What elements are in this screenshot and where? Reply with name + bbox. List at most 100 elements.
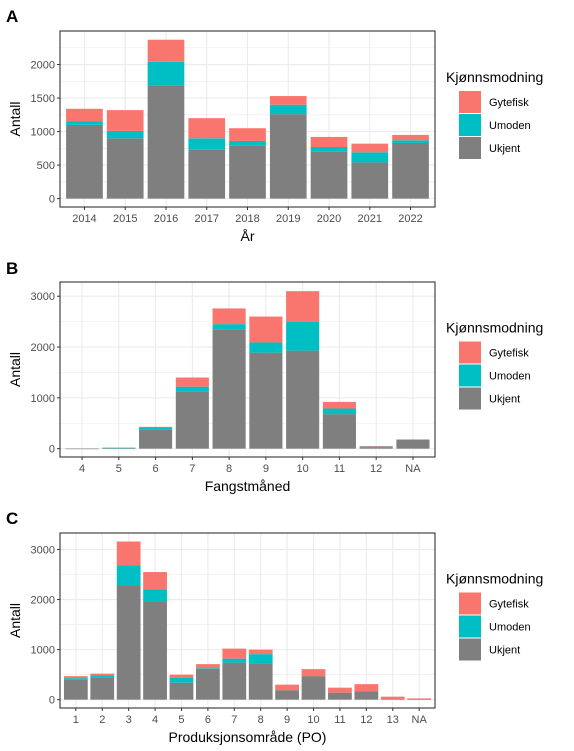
x-tick-label: 4 xyxy=(79,463,85,475)
x-tick-label: 9 xyxy=(263,463,269,475)
bar-segment-ukjent xyxy=(143,601,167,700)
bar-segment-ukjent xyxy=(407,698,432,700)
bar-segment-umoden xyxy=(169,677,194,683)
x-tick-label: 2017 xyxy=(194,213,218,225)
bar-segment-gytefisk xyxy=(229,128,266,141)
x-tick-label: 11 xyxy=(334,463,345,475)
x-tick-label: 11 xyxy=(334,714,345,726)
bar-segment-umoden xyxy=(222,658,247,663)
bar-segment-umoden xyxy=(106,130,144,139)
bar-segment-gytefisk xyxy=(380,696,405,700)
plot-border xyxy=(59,532,436,709)
legend-label: Ukjent xyxy=(489,143,520,155)
bar-segment-gytefisk xyxy=(249,316,283,343)
bar-segment-gytefisk xyxy=(175,377,209,387)
bar-segment-ukjent xyxy=(322,414,356,449)
x-tick-label: 2020 xyxy=(317,213,341,225)
bar-segment-ukjent xyxy=(222,662,247,700)
bar-segment-gytefisk xyxy=(188,118,226,139)
legend-label: Gytefisk xyxy=(489,348,529,360)
bar-segment-ukjent xyxy=(286,350,320,449)
x-tick-label: 2015 xyxy=(113,213,137,225)
legend: Kjønnsmodning Gytefisk Umoden Ukjent xyxy=(446,320,543,410)
legend-key-gytefisk xyxy=(459,592,481,615)
bar-segment-ukjent xyxy=(65,448,99,450)
bar-segment-umoden xyxy=(286,321,320,351)
bar-segment-umoden xyxy=(90,675,115,678)
bar-segment-gytefisk xyxy=(116,541,141,566)
bar-segment-ukjent xyxy=(116,585,141,700)
legend-label: Umoden xyxy=(489,622,531,634)
bar-segment-ukjent xyxy=(380,699,405,700)
x-tick-label: 4 xyxy=(152,714,158,726)
x-axis-title: Produksjonsområde (PO) xyxy=(169,729,327,745)
bar-segment-ukjent xyxy=(359,447,393,449)
legend-key-umoden xyxy=(459,114,481,136)
x-tick-label: 8 xyxy=(258,714,264,726)
bar-segment-ukjent xyxy=(147,85,185,199)
legend-key-ukjent xyxy=(459,638,481,661)
bar-segment-umoden xyxy=(175,386,209,392)
y-tick-label: 0 xyxy=(49,194,55,206)
bar-segment-gytefisk xyxy=(66,108,103,122)
bar-segment-umoden xyxy=(269,104,307,115)
panel-a: A 0 500 1000 1500 2000 2014 2015 2016 2017 2018 201… xyxy=(6,7,543,244)
legend-title: Kjønnsmodning xyxy=(446,320,543,336)
bar-segment-ukjent xyxy=(328,692,352,700)
bar-segment-gytefisk xyxy=(212,308,246,325)
legend-key-umoden xyxy=(459,364,481,387)
bar-segment-gytefisk xyxy=(286,291,320,322)
bar-segment-umoden xyxy=(322,408,356,415)
bar-segment-ukjent xyxy=(102,448,136,449)
x-tick-label: 6 xyxy=(153,463,159,475)
x-tick-label: 2021 xyxy=(358,213,382,225)
bar-segment-umoden xyxy=(392,140,429,143)
bar-segment-umoden xyxy=(116,565,141,586)
y-axis-title: Antall xyxy=(7,603,23,638)
panel-b: B 0 1000 2000 3000 4 5 6 7 8 9 10 11 12 NA Fangstmåned A… xyxy=(6,259,543,494)
y-tick-label: 0 xyxy=(49,444,55,456)
bar-segment-umoden xyxy=(248,654,273,664)
bar-segment-gytefisk xyxy=(354,684,379,692)
bar-segment-umoden xyxy=(310,146,348,152)
x-tick-label: 8 xyxy=(226,463,232,475)
x-tick-label: 5 xyxy=(116,463,122,475)
x-tick-label: 10 xyxy=(307,714,319,726)
y-tick-label: 1000 xyxy=(31,393,55,405)
bar-segment-umoden xyxy=(139,427,173,430)
bar-segment-gytefisk xyxy=(169,674,194,678)
bar-segment-ukjent xyxy=(175,391,209,449)
y-tick-label: 1500 xyxy=(31,93,55,105)
bar-segment-ukjent xyxy=(196,668,220,700)
plot-border xyxy=(59,281,436,458)
bar-segment-ukjent xyxy=(249,352,283,449)
bar-segment-gytefisk xyxy=(248,649,273,655)
bar-segment-ukjent xyxy=(169,682,194,700)
bar-segment-ukjent xyxy=(392,142,429,199)
x-tick-label: 13 xyxy=(387,714,399,726)
bar-segment-gytefisk xyxy=(359,446,393,447)
bar-segment-ukjent xyxy=(310,151,348,199)
bar-segment-gytefisk xyxy=(351,143,389,153)
bar-segment-ukjent xyxy=(248,663,273,700)
legend-key-ukjent xyxy=(459,137,481,159)
bar-segment-gytefisk xyxy=(196,664,220,669)
bar-segment-umoden xyxy=(359,446,393,448)
x-tick-label: 12 xyxy=(360,714,372,726)
x-tick-label: 9 xyxy=(284,714,290,726)
x-tick-label: NA xyxy=(405,463,421,475)
bar-segment-umoden xyxy=(229,140,266,146)
bar-segment-ukjent xyxy=(354,691,379,700)
bar-segment-ukjent xyxy=(229,145,266,199)
bar-segment-ukjent xyxy=(301,676,326,700)
legend-key-ukjent xyxy=(459,387,481,410)
legend-label: Gytefisk xyxy=(489,97,529,109)
x-axis-title: År xyxy=(241,228,255,244)
legend-label: Umoden xyxy=(489,120,531,132)
bar-segment-umoden xyxy=(351,152,389,163)
x-tick-label: 1 xyxy=(73,714,79,726)
plot-background xyxy=(60,282,435,457)
bar-segment-gytefisk xyxy=(143,572,167,590)
